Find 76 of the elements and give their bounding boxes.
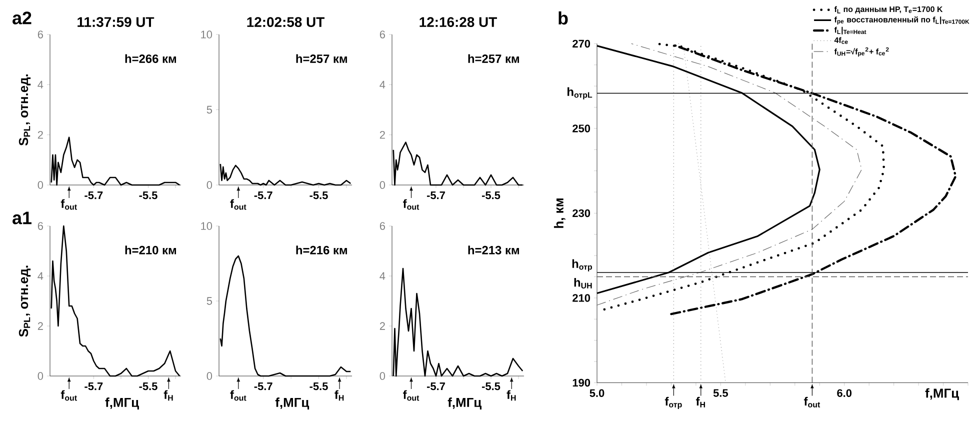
y-tick-label: 0 [206, 372, 212, 380]
x-tick-label: -5.5 [482, 192, 500, 200]
y-tick-label: 2 [38, 131, 43, 139]
ref-line-label: f$_{out}$ [60, 199, 77, 210]
ref-line-label: f$_{out}$ [60, 390, 77, 401]
x-tick-label: -5.7 [254, 192, 272, 200]
ref-line-label: f$_{out}$ [804, 396, 820, 408]
ref-line-label: f$_{H}$ [696, 396, 705, 408]
annotation: h=216 км [296, 246, 347, 254]
chart-title: 12:02:58 UT [247, 17, 324, 28]
x-tick-label: -5.5 [310, 382, 328, 390]
y-tick-label: 4 [38, 80, 44, 88]
x-tick-label: -5.5 [482, 382, 500, 390]
annotation: h=266 км [125, 54, 176, 63]
y-tick-label: 0 [206, 181, 212, 189]
y-axis-title: S$_{PL}$, отн.ед. [18, 74, 31, 146]
y-axis-title: h, км [554, 198, 566, 228]
x-tick-label: 5.0 [590, 389, 604, 397]
annotation: h=213 км [468, 246, 519, 254]
x-tick-label: -5.7 [84, 382, 103, 390]
y-axis-title: S$_{PL}$, отн.ед. [18, 266, 31, 337]
y-tick-label: 10 [201, 222, 212, 230]
y-tick-label: 5 [206, 106, 212, 114]
annotation: h=257 км [468, 54, 519, 63]
y-tick-label: 6 [38, 30, 43, 38]
x-tick-label: -5.7 [426, 192, 445, 200]
x-tick-label: 6.0 [837, 389, 852, 397]
x-tick-label: -5.5 [139, 382, 158, 390]
y-tick-label: 2 [380, 322, 385, 330]
ref-line-label: f$_{H}$ [164, 390, 173, 401]
ref-line-label: h$_{отр}$ [572, 259, 592, 272]
y-tick-label: 4 [38, 272, 44, 280]
y-tick-label: 0 [380, 372, 386, 380]
x-tick-label: -5.5 [139, 192, 158, 200]
y-tick-label: 210 [572, 294, 590, 302]
annotation: h=210 км [125, 246, 176, 254]
x-axis-title: f,МГц [275, 398, 310, 410]
x-axis-title: f,МГц [925, 388, 959, 400]
y-tick-label: 4 [380, 272, 386, 280]
x-tick-label: -5.7 [254, 382, 272, 390]
x-tick-label: -5.7 [84, 192, 103, 200]
y-tick-label: 270 [572, 40, 590, 48]
chart-title: 12:16:28 UT [420, 17, 497, 28]
ref-line-label: h$_{UH}$ [574, 278, 592, 288]
y-tick-label: 2 [38, 322, 43, 330]
ref-line-label: f$_{H}$ [334, 390, 344, 401]
text: a1 [12, 212, 32, 224]
y-tick-label: 230 [572, 209, 590, 218]
y-tick-label: 250 [572, 124, 590, 132]
x-axis-title: f,МГц [448, 398, 482, 410]
ref-line-label: h$_{отрL}$ [568, 87, 592, 100]
y-tick-label: 6 [380, 222, 385, 230]
x-axis-title: f,МГц [105, 398, 139, 410]
y-tick-label: 190 [572, 378, 590, 387]
ref-line-label: f$_{out}$ [403, 199, 420, 210]
y-tick-label: 4 [380, 80, 386, 88]
text: a2 [12, 12, 32, 24]
ref-line-label: f$_{out}$ [230, 390, 246, 401]
x-tick-label: 5.5 [713, 389, 728, 397]
y-tick-label: 0 [38, 372, 44, 380]
y-tick-label: 6 [380, 30, 385, 38]
ref-line-label: f$_{H}$ [506, 390, 516, 401]
ref-line-label: f$_{out}$ [230, 199, 246, 210]
ref-line-label: f$_{out}$ [403, 390, 420, 401]
y-tick-label: 0 [38, 181, 44, 189]
y-tick-label: 6 [38, 222, 43, 230]
x-tick-label: -5.7 [426, 382, 445, 390]
chart-title: 11:37:59 UT [78, 17, 154, 27]
annotation: h=257 км [296, 54, 347, 63]
ref-line-label: f$_{отр}$ [664, 396, 682, 410]
y-tick-label: 0 [380, 181, 386, 189]
text: b [558, 11, 568, 25]
y-tick-label: 10 [201, 30, 212, 38]
y-tick-label: 5 [206, 297, 212, 305]
y-tick-label: 2 [380, 131, 385, 139]
x-tick-label: -5.5 [310, 192, 328, 200]
